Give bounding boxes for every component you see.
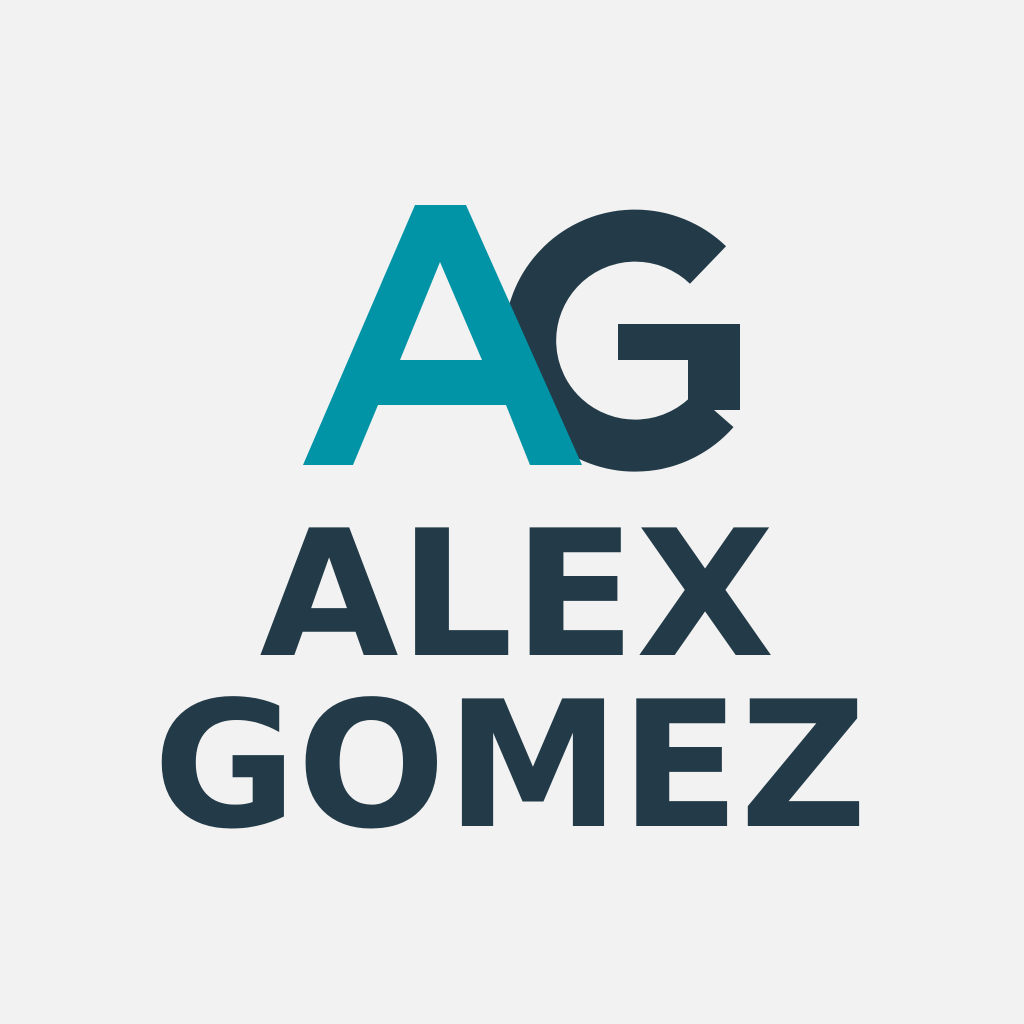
monogram-letter-a — [303, 205, 582, 465]
monogram-letter-g — [504, 209, 740, 472]
wordmark-line-1: ALEX — [260, 494, 775, 697]
wordmark-line-2: GOMEZ — [153, 665, 867, 868]
monogram — [303, 205, 740, 472]
